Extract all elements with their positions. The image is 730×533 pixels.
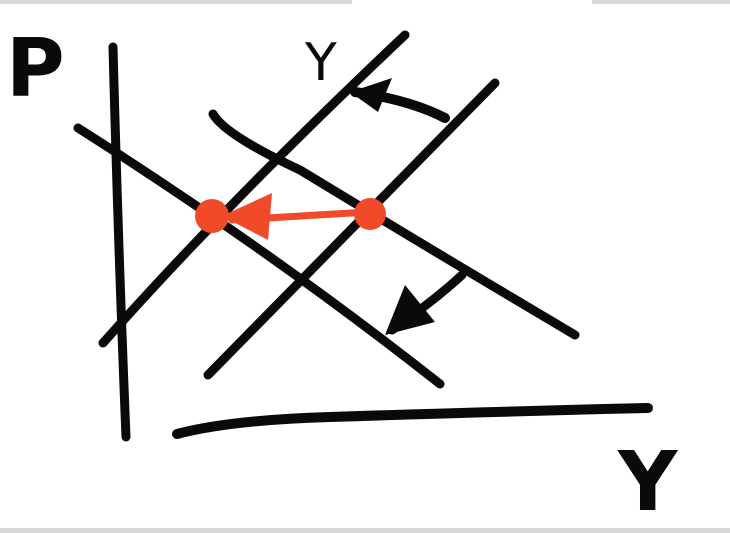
shift-arrow-upper-head bbox=[350, 78, 392, 112]
shift-arrow-lower-head bbox=[385, 285, 435, 335]
horizontal-axis bbox=[172, 403, 653, 439]
bottom-frame-bar bbox=[0, 528, 730, 533]
vertical-axis-label: P bbox=[6, 22, 65, 115]
curve-label: Y bbox=[304, 33, 337, 93]
equilibrium-shift-arrow-head bbox=[222, 193, 272, 240]
top-frame-bar-right bbox=[592, 0, 730, 4]
horizontal-axis-label: Y bbox=[617, 435, 679, 530]
upward-curve-left bbox=[98, 30, 410, 348]
vertical-axis bbox=[108, 42, 131, 442]
upward-curve-right bbox=[203, 78, 500, 380]
downward-curve-lower bbox=[73, 123, 445, 389]
equilibrium-point-new bbox=[195, 199, 229, 233]
equilibrium-point-original bbox=[354, 198, 386, 230]
top-frame-bar bbox=[0, 0, 352, 4]
downward-curve-upper bbox=[208, 109, 580, 340]
